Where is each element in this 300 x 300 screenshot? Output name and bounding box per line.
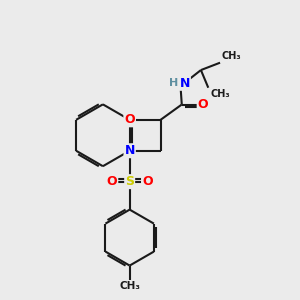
Text: O: O: [198, 98, 208, 111]
Text: N: N: [179, 77, 190, 90]
Text: CH₃: CH₃: [221, 51, 241, 61]
Text: O: O: [107, 175, 117, 188]
Text: CH₃: CH₃: [119, 281, 140, 291]
Text: CH₃: CH₃: [211, 89, 230, 99]
Text: O: O: [124, 113, 135, 126]
Text: O: O: [142, 175, 153, 188]
Text: S: S: [125, 175, 134, 188]
Text: H: H: [169, 78, 178, 88]
Text: N: N: [124, 144, 135, 157]
